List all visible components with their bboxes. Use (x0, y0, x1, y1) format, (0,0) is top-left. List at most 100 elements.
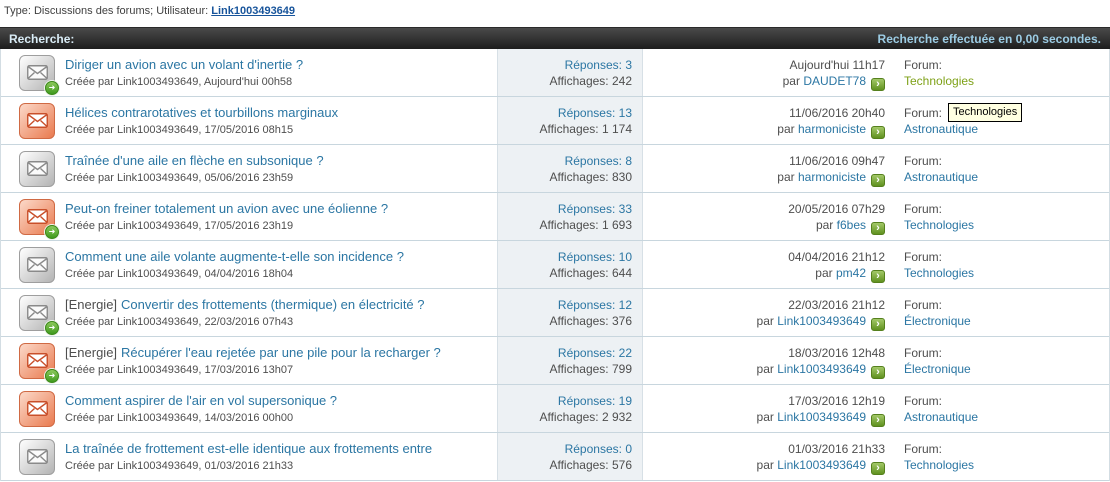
last-post-user-link[interactable]: Link1003493649 (777, 362, 866, 376)
replies-count: 33 (618, 202, 632, 216)
replies-link[interactable]: Réponses: 8 (565, 154, 632, 168)
goto-last-post-button[interactable]: › (871, 174, 885, 187)
forum-label: Forum: (904, 346, 943, 360)
views-count: 576 (611, 458, 632, 472)
thread-byline: Créée par Link1003493649, 01/03/2016 21h… (65, 460, 294, 472)
stats-cell: Réponses: 3 Affichages: 242 (497, 49, 643, 96)
forum-link[interactable]: Électronique (904, 314, 971, 328)
goto-last-post-button[interactable]: › (871, 78, 885, 91)
replies-count: 12 (618, 298, 632, 312)
goto-last-post-button[interactable]: › (871, 222, 885, 235)
views-line: Affichages: 376 (498, 313, 632, 329)
thread-title-block: Hélices contrarotatives et tourbillons m… (65, 104, 338, 137)
forum-link[interactable]: Électronique (904, 362, 971, 376)
stats-cell: Réponses: 13 Affichages: 1 174 (497, 97, 643, 144)
forum-cell: Forum: Technologies (895, 49, 1109, 96)
replies-label: Réponses: (557, 106, 616, 120)
envelope-glyph (26, 161, 48, 176)
forum-label: Forum: (904, 298, 943, 312)
thread-row: Comment une aile volante augmente-t-elle… (1, 241, 1109, 289)
replies-link[interactable]: Réponses: 10 (558, 250, 632, 264)
forum-link[interactable]: Astronautique (904, 170, 979, 184)
forum-link[interactable]: Technologies (904, 74, 975, 88)
new-posts-badge-icon: ➜ (45, 224, 59, 239)
replies-count: 3 (625, 58, 632, 72)
thread-title-link[interactable]: Comment aspirer de l'air en vol superson… (65, 393, 338, 408)
search-results-header: Recherche: Recherche effectuée en 0,00 s… (0, 27, 1110, 49)
thread-byline: Créée par Link1003493649, 05/06/2016 23h… (65, 172, 294, 184)
by-label: par (777, 170, 795, 184)
thread-title-block: La traînée de frottement est-elle identi… (65, 440, 432, 473)
goto-last-post-button[interactable]: › (871, 462, 885, 475)
thread-cell: Comment une aile volante augmente-t-elle… (1, 241, 497, 288)
lastpost-cell: 20/05/2016 07h29 par f6bes › (643, 193, 895, 240)
replies-label: Réponses: (557, 202, 616, 216)
replies-link[interactable]: Réponses: 22 (558, 346, 632, 360)
replies-count: 19 (618, 394, 632, 408)
stats-cell: Réponses: 19 Affichages: 2 932 (497, 385, 643, 432)
last-post-user-link[interactable]: Link1003493649 (777, 314, 866, 328)
goto-last-post-button[interactable]: › (871, 318, 885, 331)
envelope-icon: ➜ (19, 54, 59, 95)
thread-title-link[interactable]: Hélices contrarotatives et tourbillons m… (65, 105, 339, 120)
thread-title-link[interactable]: Diriger un avion avec un volant d'inerti… (65, 57, 304, 72)
forum-label: Forum: (904, 154, 943, 168)
arrow-right-icon: › (876, 318, 880, 330)
forum-cell: Forum: Technologies (895, 193, 1109, 240)
thread-title-link[interactable]: La traînée de frottement est-elle identi… (65, 441, 433, 456)
forum-cell: Forum: Électronique (895, 337, 1109, 384)
last-post-date: Aujourd'hui 11h17 (789, 58, 885, 72)
thread-cell: ➜ [Energie] Récupérer l'eau rejetée par u… (1, 337, 497, 384)
thread-title-link[interactable]: Comment une aile volante augmente-t-elle… (65, 249, 404, 264)
views-count: 799 (611, 362, 632, 376)
views-count: 830 (611, 170, 632, 184)
last-post-date: 18/03/2016 12h48 (788, 346, 885, 360)
thread-title-link[interactable]: Récupérer l'eau rejetée par une pile pou… (121, 345, 441, 360)
last-post-user-link[interactable]: Link1003493649 (777, 458, 866, 472)
goto-last-post-button[interactable]: › (871, 366, 885, 379)
thread-title-link[interactable]: Traînée d'une aile en flèche en subsoniq… (65, 153, 324, 168)
replies-link[interactable]: Réponses: 12 (558, 298, 632, 312)
last-post-user-link[interactable]: harmoniciste (797, 170, 866, 184)
forum-link[interactable]: Astronautique (904, 122, 979, 136)
arrow-right-icon: › (876, 270, 880, 282)
new-posts-badge-icon: ➜ (45, 80, 59, 95)
envelope-glyph (26, 113, 48, 128)
last-post-user-link[interactable]: DAUDET78 (803, 74, 866, 88)
last-post-user-link[interactable]: Link1003493649 (777, 410, 866, 424)
last-post-user-link[interactable]: f6bes (836, 218, 866, 232)
replies-link[interactable]: Réponses: 13 (558, 106, 632, 120)
replies-link[interactable]: Réponses: 0 (565, 442, 632, 456)
stats-cell: Réponses: 8 Affichages: 830 (497, 145, 643, 192)
views-label: Affichages: (539, 410, 599, 424)
by-label: par (815, 266, 833, 280)
replies-link[interactable]: Réponses: 3 (565, 58, 632, 72)
forum-label: Forum: (904, 58, 943, 72)
forum-link[interactable]: Astronautique (904, 410, 979, 424)
arrow-right-icon: › (876, 174, 880, 186)
goto-last-post-button[interactable]: › (871, 270, 885, 283)
last-post-user-link[interactable]: harmoniciste (797, 122, 866, 136)
thread-title-link[interactable]: Convertir des frottements (thermique) en… (121, 297, 425, 312)
forum-link[interactable]: Technologies (904, 458, 975, 472)
thread-byline: Créée par Link1003493649, 14/03/2016 00h… (65, 412, 294, 424)
replies-label: Réponses: (564, 154, 622, 168)
replies-link[interactable]: Réponses: 33 (558, 202, 632, 216)
forum-cell: Forum: Astronautique (895, 385, 1109, 432)
thread-row: Hélices contrarotatives et tourbillons m… (1, 97, 1109, 145)
forum-link[interactable]: Technologies (904, 266, 975, 280)
thread-row: ➜ [Energie] Convertir des frottements (th… (1, 289, 1109, 337)
stats-cell: Réponses: 10 Affichages: 644 (497, 241, 643, 288)
views-line: Affichages: 1 693 (498, 217, 632, 233)
views-line: Affichages: 2 932 (498, 409, 632, 425)
filter-user-link[interactable]: Link1003493649 (211, 5, 296, 17)
views-count: 1 174 (601, 122, 632, 136)
replies-link[interactable]: Réponses: 19 (558, 394, 632, 408)
thread-title-link[interactable]: Peut-on freiner totalement un avion avec… (65, 201, 389, 216)
goto-last-post-button[interactable]: › (871, 126, 885, 139)
last-post-user-link[interactable]: pm42 (835, 266, 866, 280)
forum-link[interactable]: Technologies (904, 218, 975, 232)
goto-last-post-button[interactable]: › (871, 414, 885, 427)
by-label: par (756, 458, 774, 472)
results-list: ➜ Diriger un avion avec un volant d'iner… (0, 49, 1110, 481)
